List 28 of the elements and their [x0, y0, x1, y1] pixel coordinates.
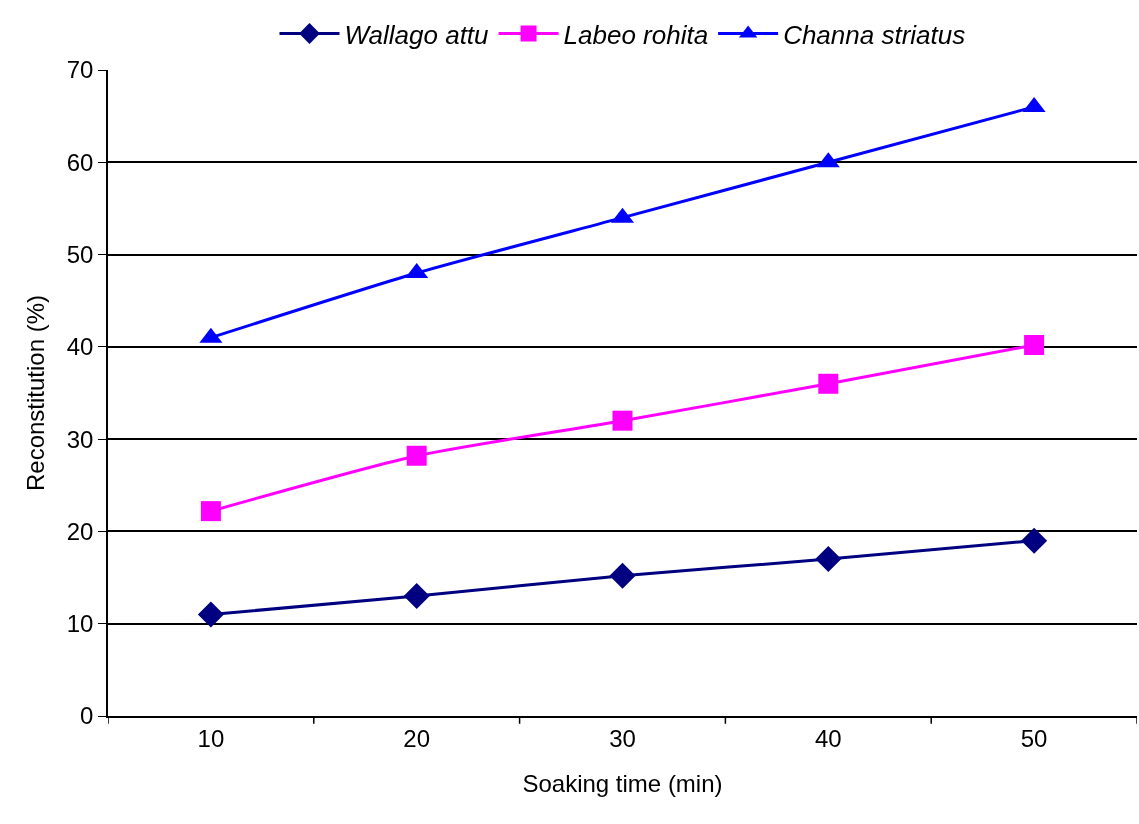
point [197, 601, 224, 628]
x-tick-label: 30 [609, 724, 636, 752]
point [612, 410, 633, 431]
x-axis-title: Soaking time (min) [522, 770, 723, 798]
x-tick-label: 20 [403, 724, 431, 752]
y-axis-title: Reconstitution (%) [22, 294, 50, 492]
y-tick-label: 20 [66, 517, 94, 545]
point [609, 562, 636, 589]
y-tick-label: 70 [66, 56, 94, 84]
legend-label: Labeo rohita [563, 19, 709, 50]
point [200, 501, 221, 522]
x-tick-label: 50 [1020, 724, 1048, 752]
point [818, 373, 839, 394]
y-tick-label: 30 [66, 425, 94, 453]
point [403, 583, 430, 610]
y-tick-label: 60 [66, 148, 94, 176]
x-tick-label: 40 [814, 724, 842, 752]
legend-label: Wallago attu [344, 19, 489, 50]
point [815, 546, 842, 573]
point [1021, 527, 1048, 554]
point [406, 445, 427, 466]
y-tick-label: 50 [66, 240, 94, 268]
point [1024, 335, 1045, 356]
x-tick-label: 10 [197, 724, 225, 752]
y-tick-label: 40 [66, 333, 94, 361]
y-tick-label: 10 [66, 610, 94, 638]
y-tick-label: 0 [80, 702, 94, 730]
legend-label: Channa striatus [783, 19, 966, 50]
